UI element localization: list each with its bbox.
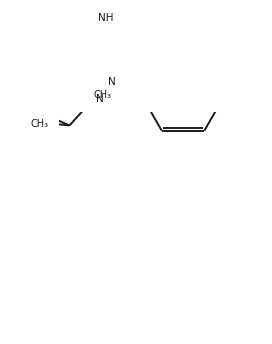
Text: CH₃: CH₃ (30, 119, 48, 129)
Text: N: N (96, 94, 104, 104)
Text: N: N (108, 76, 115, 86)
Text: CH₃: CH₃ (93, 90, 112, 100)
Text: NH: NH (98, 13, 114, 23)
